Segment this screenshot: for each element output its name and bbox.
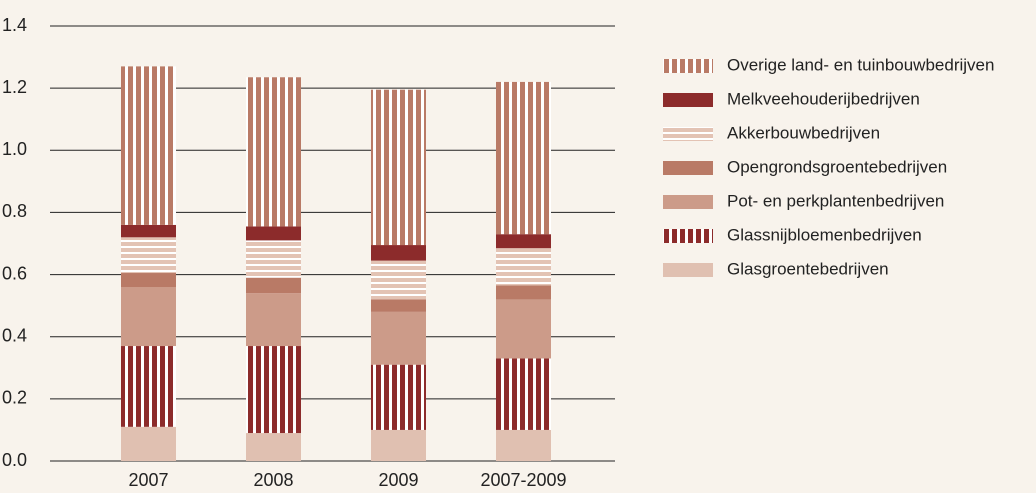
bar-segment (246, 346, 301, 434)
x-tick-label: 2007 (128, 470, 168, 490)
bar-segment (121, 237, 176, 274)
legend-label: Overige land- en tuinbouwbedrijven (727, 55, 994, 74)
y-tick-label: 0.0 (2, 450, 27, 470)
bar-segment (371, 89, 426, 246)
bar-segment (121, 66, 176, 225)
bar-segment (246, 433, 301, 461)
bar-segment (121, 287, 176, 347)
bar-segment (496, 299, 551, 359)
legend-label: Melkveehouderijbedrijven (727, 89, 920, 108)
bar-segment (371, 429, 426, 461)
legend-label: Opengrondsgroentebedrijven (727, 157, 947, 176)
y-tick-label: 0.6 (2, 263, 27, 283)
bar-segment (371, 245, 426, 261)
bar-segment (496, 248, 551, 286)
bar-segment (371, 364, 426, 430)
y-tick-label: 1.4 (2, 15, 27, 35)
bar-segment (246, 77, 301, 227)
x-tick-label: 2008 (253, 470, 293, 490)
legend-label: Glasgroentebedrijven (727, 259, 889, 278)
legend-swatch (663, 195, 713, 209)
legend-swatch (663, 93, 713, 107)
y-tick-label: 0.4 (2, 325, 27, 345)
x-tick-label: 2007-2009 (480, 470, 566, 490)
bar-segment (121, 224, 176, 238)
y-tick-label: 1.2 (2, 77, 27, 97)
legend-swatch (663, 161, 713, 175)
y-tick-label: 0.8 (2, 201, 27, 221)
legend-label: Pot- en perkplantenbedrijven (727, 191, 944, 210)
bar-segment (246, 240, 301, 278)
bar-segment (496, 429, 551, 461)
bar-segment (496, 358, 551, 430)
bar-segment (496, 234, 551, 249)
bar-segment (246, 277, 301, 294)
bar-segment (246, 293, 301, 347)
bar-segment (371, 311, 426, 365)
y-tick-label: 0.2 (2, 388, 27, 408)
bar-segment (371, 299, 426, 312)
bar-segment (121, 273, 176, 287)
legend-swatch (663, 59, 713, 73)
y-tick-label: 1.0 (2, 139, 27, 159)
legend-label: Glassnijbloemenbedrijven (727, 225, 922, 244)
legend-label: Akkerbouwbedrijven (727, 123, 880, 142)
x-tick-label: 2009 (378, 470, 418, 490)
bar-segment (371, 260, 426, 300)
bar-segment (496, 285, 551, 300)
bar-segment (496, 81, 551, 235)
legend-swatch (663, 263, 713, 277)
bar-segment (121, 346, 176, 427)
bar-segment (121, 426, 176, 461)
legend-swatch (663, 127, 713, 141)
bar-segment (246, 226, 301, 241)
legend-swatch (663, 229, 713, 243)
